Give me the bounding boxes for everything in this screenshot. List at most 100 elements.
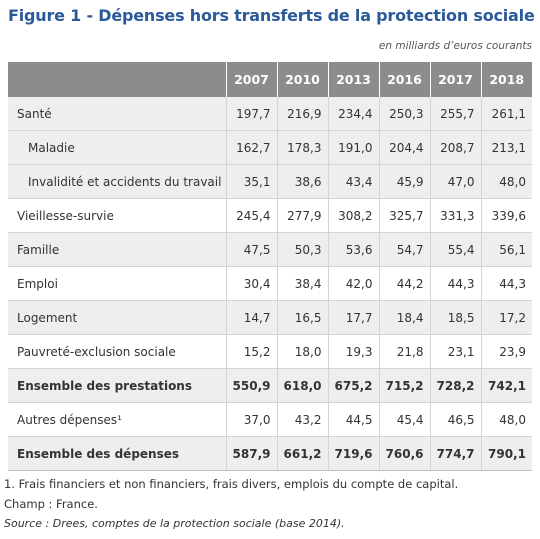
row-label: Famille xyxy=(8,232,227,267)
value-cell: 47,5 xyxy=(226,232,278,267)
value-cell: 17,7 xyxy=(328,300,380,335)
row-label: Vieillesse-survie xyxy=(8,198,227,233)
value-cell: 719,6 xyxy=(328,436,380,471)
value-cell: 728,2 xyxy=(430,368,482,403)
header-year-cell: 2013 xyxy=(328,62,380,97)
table-row: Logement 14,7 16,5 17,7 18,4 18,5 17,2 xyxy=(8,300,532,335)
value-cell: 50,3 xyxy=(277,232,329,267)
row-label: Invalidité et accidents du travail xyxy=(8,164,227,199)
value-cell: 162,7 xyxy=(226,130,278,165)
value-cell: 18,0 xyxy=(277,334,329,369)
value-cell: 48,0 xyxy=(481,402,532,437)
value-cell: 587,9 xyxy=(226,436,278,471)
value-cell: 14,7 xyxy=(226,300,278,335)
row-label: Logement xyxy=(8,300,227,335)
value-cell: 43,4 xyxy=(328,164,380,199)
header-year-cell: 2018 xyxy=(481,62,532,97)
header-label-cell xyxy=(8,62,227,97)
footnote-1: 1. Frais financiers et non financiers, f… xyxy=(4,477,459,491)
value-cell: 661,2 xyxy=(277,436,329,471)
value-cell: 44,2 xyxy=(379,266,431,301)
value-cell: 53,6 xyxy=(328,232,380,267)
value-cell: 250,3 xyxy=(379,97,431,131)
value-cell: 48,0 xyxy=(481,164,532,199)
value-cell: 38,4 xyxy=(277,266,329,301)
table-row: Vieillesse-survie 245,4 277,9 308,2 325,7 331… xyxy=(8,198,532,233)
value-cell: 18,5 xyxy=(430,300,482,335)
value-cell: 790,1 xyxy=(481,436,532,471)
value-cell: 213,1 xyxy=(481,130,532,165)
value-cell: 308,2 xyxy=(328,198,380,233)
row-label: Ensemble des prestations xyxy=(8,368,227,403)
value-cell: 47,0 xyxy=(430,164,482,199)
row-label: Autres dépenses¹ xyxy=(8,402,227,437)
footnotes: 1. Frais financiers et non financiers, f… xyxy=(4,474,458,534)
row-label: Ensemble des dépenses xyxy=(8,436,227,471)
row-label: Pauvreté-exclusion sociale xyxy=(8,334,227,369)
value-cell: 23,1 xyxy=(430,334,482,369)
value-cell: 42,0 xyxy=(328,266,380,301)
value-cell: 178,3 xyxy=(277,130,329,165)
value-cell: 675,2 xyxy=(328,368,380,403)
value-cell: 208,7 xyxy=(430,130,482,165)
source-note: Source : Drees, comptes de la protection… xyxy=(4,517,345,530)
value-cell: 742,1 xyxy=(481,368,532,403)
value-cell: 715,2 xyxy=(379,368,431,403)
value-cell: 35,1 xyxy=(226,164,278,199)
value-cell: 56,1 xyxy=(481,232,532,267)
value-cell: 245,4 xyxy=(226,198,278,233)
header-year-cell: 2010 xyxy=(277,62,329,97)
value-cell: 191,0 xyxy=(328,130,380,165)
value-cell: 45,4 xyxy=(379,402,431,437)
value-cell: 38,6 xyxy=(277,164,329,199)
value-cell: 19,3 xyxy=(328,334,380,369)
value-cell: 44,3 xyxy=(430,266,482,301)
table-row: Maladie 162,7 178,3 191,0 204,4 208,7 213,1 xyxy=(8,130,532,165)
value-cell: 44,3 xyxy=(481,266,532,301)
value-cell: 23,9 xyxy=(481,334,532,369)
value-cell: 54,7 xyxy=(379,232,431,267)
value-cell: 255,7 xyxy=(430,97,482,131)
value-cell: 216,9 xyxy=(277,97,329,131)
table-row: Autres dépenses¹ 37,0 43,2 44,5 45,4 46,5 48,0 xyxy=(8,402,532,437)
row-label: Maladie xyxy=(8,130,227,165)
value-cell: 760,6 xyxy=(379,436,431,471)
table-body: Santé 197,7 216,9 234,4 250,3 255,7 261,1 Malad… xyxy=(8,97,532,471)
unit-note: en milliards d’euros courants xyxy=(378,40,532,52)
value-cell: 15,2 xyxy=(226,334,278,369)
value-cell: 618,0 xyxy=(277,368,329,403)
value-cell: 16,5 xyxy=(277,300,329,335)
value-cell: 277,9 xyxy=(277,198,329,233)
value-cell: 21,8 xyxy=(379,334,431,369)
value-cell: 550,9 xyxy=(226,368,278,403)
header-year-cell: 2016 xyxy=(379,62,431,97)
champ-note: Champ : France. xyxy=(4,497,98,511)
table-row: Famille 47,5 50,3 53,6 54,7 55,4 56,1 xyxy=(8,232,532,267)
table-row: Ensemble des prestations 550,9 618,0 675,2 7… xyxy=(8,368,532,403)
table-row: Pauvreté-exclusion sociale 15,2 18,0 19,3 21… xyxy=(8,334,532,369)
value-cell: 44,5 xyxy=(328,402,380,437)
header-year-cell: 2007 xyxy=(226,62,278,97)
value-cell: 30,4 xyxy=(226,266,278,301)
value-cell: 325,7 xyxy=(379,198,431,233)
value-cell: 339,6 xyxy=(481,198,532,233)
table-row: Ensemble des dépenses 587,9 661,2 719,6 760,… xyxy=(8,436,532,471)
value-cell: 234,4 xyxy=(328,97,380,131)
header-year-cell: 2017 xyxy=(430,62,482,97)
table-row: Invalidité et accidents du travail 35,1 38… xyxy=(8,164,532,199)
table-row: Santé 197,7 216,9 234,4 250,3 255,7 261,1 xyxy=(8,97,532,131)
data-table: 2007 2010 2013 2016 2017 2018 Santé 197,7 216,9… xyxy=(8,62,532,471)
value-cell: 43,2 xyxy=(277,402,329,437)
row-label: Santé xyxy=(8,97,227,131)
value-cell: 261,1 xyxy=(481,97,532,131)
value-cell: 37,0 xyxy=(226,402,278,437)
value-cell: 17,2 xyxy=(481,300,532,335)
value-cell: 331,3 xyxy=(430,198,482,233)
table-header-row: 2007 2010 2013 2016 2017 2018 xyxy=(8,62,532,97)
value-cell: 204,4 xyxy=(379,130,431,165)
row-label: Emploi xyxy=(8,266,227,301)
value-cell: 45,9 xyxy=(379,164,431,199)
value-cell: 55,4 xyxy=(430,232,482,267)
value-cell: 46,5 xyxy=(430,402,482,437)
table-row: Emploi 30,4 38,4 42,0 44,2 44,3 44,3 xyxy=(8,266,532,301)
